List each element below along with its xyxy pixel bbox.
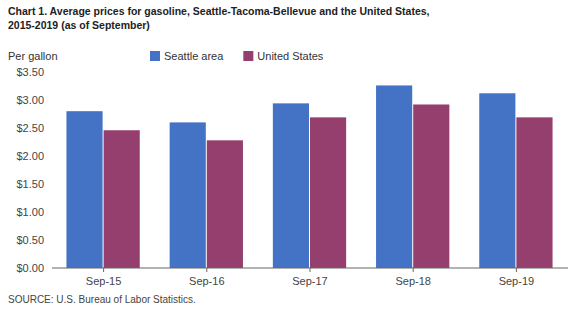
y-tick-label: $3.00 bbox=[16, 94, 44, 106]
bar bbox=[66, 111, 102, 268]
bar bbox=[310, 117, 346, 268]
y-axis-label: Per gallon bbox=[8, 50, 58, 62]
legend-swatch bbox=[243, 51, 253, 61]
title: Chart 1. Average prices for gasoline, Se… bbox=[8, 5, 430, 31]
y-tick-label: $2.00 bbox=[16, 150, 44, 162]
x-axis: Sep-15 Sep-16 Sep-17 Sep-18 Sep-19 bbox=[52, 268, 568, 287]
y-axis: $0.00 $0.50 $1.00 $1.50 $2.00 $2.50 $3.00 $3.50 bbox=[16, 66, 44, 274]
x-tick-label: Sep-16 bbox=[189, 275, 224, 287]
legend-swatch bbox=[150, 51, 160, 61]
bar bbox=[413, 104, 449, 268]
bar bbox=[207, 140, 243, 268]
bars bbox=[66, 85, 552, 268]
x-tick-label: Sep-18 bbox=[395, 275, 430, 287]
legend-label: United States bbox=[257, 50, 324, 62]
chart-svg: Chart 1. Average prices for gasoline, Se… bbox=[0, 0, 579, 311]
y-tick-label: $1.50 bbox=[16, 178, 44, 190]
x-tick bbox=[516, 268, 517, 272]
y-tick-label: $0.50 bbox=[16, 234, 44, 246]
y-tick-label: $1.00 bbox=[16, 206, 44, 218]
bar bbox=[376, 85, 412, 268]
y-tick-label: $0.00 bbox=[16, 262, 44, 274]
x-tick-label: Sep-15 bbox=[86, 275, 121, 287]
y-tick-label: $3.50 bbox=[16, 66, 44, 78]
x-tick bbox=[103, 268, 104, 272]
bar bbox=[170, 122, 206, 268]
source-note: SOURCE: U.S. Bureau of Labor Statistics. bbox=[8, 294, 196, 305]
x-tick-label: Sep-17 bbox=[292, 275, 327, 287]
title-line: 2015-2019 (as of September) bbox=[8, 19, 150, 31]
x-tick bbox=[310, 268, 311, 272]
bar bbox=[104, 130, 140, 268]
x-tick-label: Sep-19 bbox=[499, 275, 534, 287]
title-line: Chart 1. Average prices for gasoline, Se… bbox=[8, 5, 430, 17]
legend-label: Seattle area bbox=[164, 50, 224, 62]
legend: Seattle area United States bbox=[150, 50, 324, 62]
y-tick-label: $2.50 bbox=[16, 122, 44, 134]
bar bbox=[273, 103, 309, 268]
x-tick bbox=[206, 268, 207, 272]
x-tick bbox=[413, 268, 414, 272]
bar bbox=[516, 117, 552, 268]
bar bbox=[479, 93, 515, 268]
chart-container: Chart 1. Average prices for gasoline, Se… bbox=[0, 0, 579, 311]
